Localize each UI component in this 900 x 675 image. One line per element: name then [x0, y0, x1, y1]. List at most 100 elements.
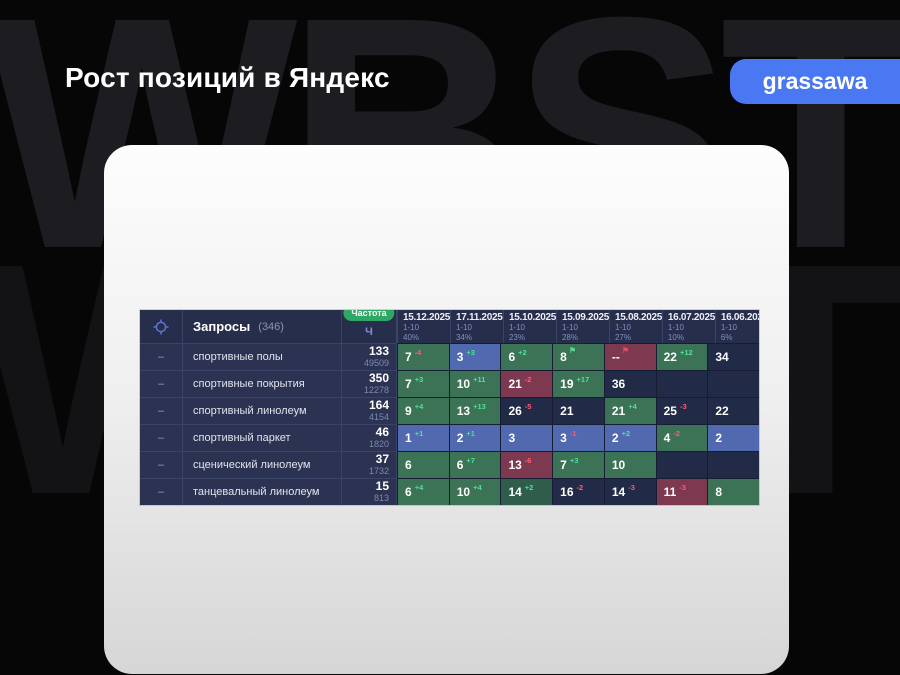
range-label: 1-10	[508, 323, 525, 332]
position-cell[interactable]: 6 +7	[448, 451, 501, 478]
brand-badge[interactable]: grassawa	[730, 59, 900, 104]
position-delta: -6	[524, 456, 532, 465]
position-cells: 9 +4 13 +13 26 -5 21 21 +4 25 -3 22	[397, 397, 759, 424]
position-cell[interactable]: 10 +11	[448, 370, 501, 397]
position-cell[interactable]: 16 -2	[552, 478, 604, 505]
date-column-header[interactable]: 15.09.2025 1-10 28%	[555, 310, 609, 343]
frequency-total: 12278	[363, 384, 389, 395]
query-cell[interactable]: спортивные полы	[183, 343, 342, 370]
position-cell[interactable]: 7 -4	[397, 343, 449, 370]
row-marker-cell: –	[140, 424, 183, 451]
position-cell[interactable]: 6	[397, 451, 449, 478]
percent-label: 23%	[508, 333, 525, 342]
date-column-header[interactable]: 15.12.2025 1-10 40%	[397, 310, 450, 343]
date-label: 15.10.2025	[508, 312, 556, 323]
frequency-cell: 164 4154	[342, 397, 397, 424]
percent-label: 28%	[561, 333, 578, 342]
position-value: 1	[405, 431, 412, 445]
query-cell[interactable]: танцевальный линолеум	[183, 478, 342, 505]
percent-label: 6%	[720, 333, 733, 342]
frequency-cell: 46 1820	[342, 424, 397, 451]
position-cell[interactable]: 6 +4	[397, 478, 449, 505]
date-column-header[interactable]: 15.10.2025 1-10 23%	[502, 310, 556, 343]
position-cell[interactable]: 1 +1	[397, 424, 449, 451]
frequency-value: 37	[375, 452, 389, 467]
percent-label: 10%	[667, 333, 684, 342]
query-cell[interactable]: сценический линолеум	[183, 451, 342, 478]
frequency-total: 1732	[368, 465, 389, 476]
position-cell[interactable]: 19 +17	[552, 370, 604, 397]
query-cell[interactable]: спортивный паркет	[183, 424, 342, 451]
position-cell[interactable]: -- ⚑	[603, 343, 656, 370]
position-cell[interactable]: 25 -3	[655, 397, 708, 424]
date-column-header[interactable]: 15.08.2025 1-10 27%	[608, 310, 662, 343]
position-delta: -2	[524, 375, 532, 384]
position-cell[interactable]: 4 -2	[655, 424, 708, 451]
date-column-header[interactable]: 16.06.2025 1-10 6%	[714, 310, 759, 343]
position-value: 14	[508, 485, 522, 499]
position-cell[interactable]	[707, 451, 759, 478]
position-cell[interactable]: 8	[707, 478, 759, 505]
query-cell[interactable]: спортивный линолеум	[183, 397, 342, 424]
position-cell[interactable]: 3	[500, 424, 553, 451]
position-cell[interactable]: 6 +2	[500, 343, 553, 370]
position-cell[interactable]: 13 -6	[500, 451, 553, 478]
position-value: 7	[560, 458, 567, 472]
position-cell[interactable]	[707, 370, 759, 397]
position-cell[interactable]: 34	[707, 343, 759, 370]
position-delta: +2	[524, 483, 534, 492]
position-cell[interactable]: 10	[603, 451, 656, 478]
position-cell[interactable]: 22	[707, 397, 759, 424]
position-cell[interactable]: 2 +2	[603, 424, 656, 451]
position-value: 6	[456, 458, 464, 472]
position-value: 6	[508, 350, 516, 364]
position-cells: 6 +4 10 +4 14 +2 16 -2 14 -3 11 -3 8	[397, 478, 759, 505]
position-cell[interactable]: 10 +4	[448, 478, 501, 505]
row-marker-cell: –	[140, 478, 183, 505]
position-cell[interactable]: 36	[603, 370, 656, 397]
date-column-header[interactable]: 16.07.2025 1-10 10%	[661, 310, 715, 343]
position-delta: +4	[414, 402, 424, 411]
position-value: 21	[611, 404, 626, 418]
position-delta: +4	[414, 483, 424, 492]
position-cell[interactable]: 14 +2	[500, 478, 553, 505]
row-marker-cell: –	[140, 343, 183, 370]
frequency-cell: 350 12278	[342, 370, 397, 397]
position-delta: +1	[466, 429, 475, 438]
position-value: 22	[715, 404, 729, 418]
position-value: 2	[611, 431, 619, 445]
date-columns: 15.12.2025 1-10 40% 17.11.2025 1-10 34% …	[397, 310, 759, 343]
position-cell[interactable]: 26 -5	[500, 397, 553, 424]
query-cell[interactable]: спортивные покрытия	[183, 370, 342, 397]
position-cell[interactable]: 21 +4	[603, 397, 656, 424]
frequency-value: 46	[375, 425, 389, 440]
date-label: 17.11.2025	[455, 312, 503, 323]
position-cell[interactable]: 3 +3	[448, 343, 501, 370]
position-cell[interactable]: 22 +12	[655, 343, 708, 370]
position-cell[interactable]	[655, 451, 708, 478]
position-cell[interactable]: 21 -2	[500, 370, 553, 397]
position-value: 22	[663, 350, 677, 364]
position-value: --	[611, 350, 620, 364]
table-row: – спортивные полы 133 49509 7 -4 3 +3 6 +2 8 ⚑ -…	[140, 343, 759, 370]
position-cell[interactable]: 14 -3	[603, 478, 656, 505]
position-cell[interactable]: 21	[552, 397, 604, 424]
position-cell[interactable]: 7 +3	[552, 451, 604, 478]
position-delta: -2	[673, 429, 680, 438]
position-cell[interactable]: 7 +3	[397, 370, 449, 397]
position-delta: -3	[628, 483, 635, 492]
frequency-badge[interactable]: Частота	[343, 310, 395, 321]
position-cell[interactable]: 3 -1	[552, 424, 604, 451]
position-cell[interactable]: 2	[707, 424, 759, 451]
position-cell[interactable]: 8 ⚑	[552, 343, 604, 370]
date-label: 15.09.2025	[561, 312, 609, 323]
date-column-header[interactable]: 17.11.2025 1-10 34%	[449, 310, 503, 343]
position-delta: -1	[569, 429, 577, 438]
position-delta: +13	[473, 402, 486, 411]
position-cell[interactable]: 13 +13	[448, 397, 501, 424]
select-all-cell[interactable]	[140, 310, 183, 343]
position-cell[interactable]: 9 +4	[397, 397, 449, 424]
position-cell[interactable]	[655, 370, 708, 397]
position-cell[interactable]: 11 -3	[655, 478, 708, 505]
position-cell[interactable]: 2 +1	[448, 424, 501, 451]
